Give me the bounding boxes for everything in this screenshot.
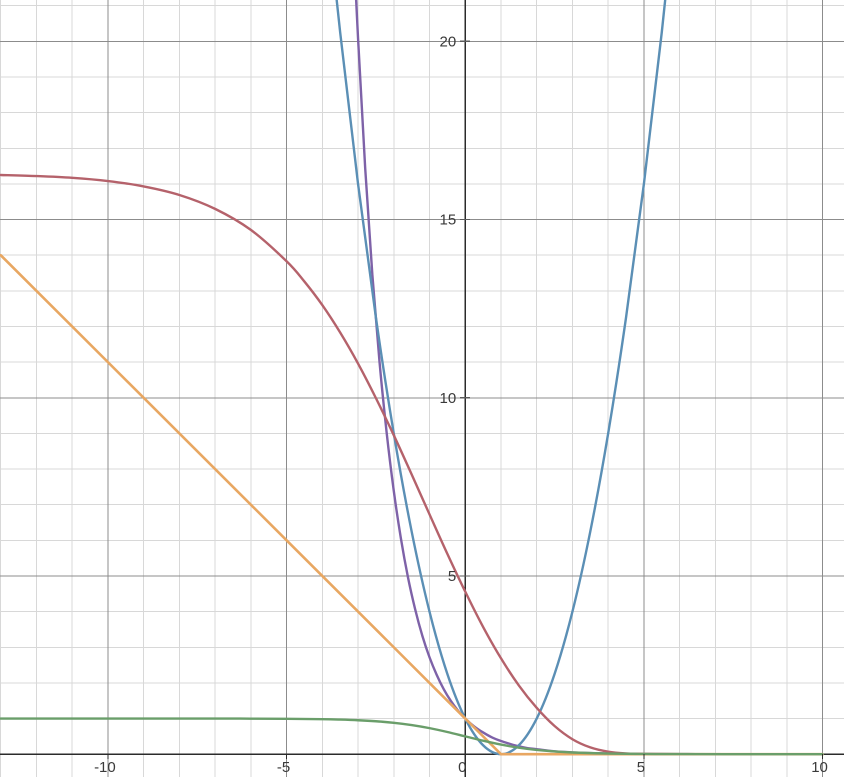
x-tick-label: 0 [458, 759, 466, 776]
y-tick-label: 10 [440, 390, 457, 407]
series-line-logistic-loss [0, 173, 824, 756]
axis-tick-marks [107, 40, 824, 760]
axis-tick-labels: -10 -5 0 5 10 5 10 15 20 [94, 33, 828, 776]
series-line-squared-loss [335, 0, 667, 756]
y-tick-label: 20 [440, 33, 457, 50]
x-tick-label: -10 [94, 759, 116, 776]
series-line-sigmoid-loss [0, 717, 824, 756]
series-line-hinge-loss [0, 253, 824, 756]
x-tick-label: 10 [811, 759, 828, 776]
y-tick-label: 15 [440, 212, 457, 229]
y-tick-label: 5 [448, 568, 456, 585]
x-tick-label: 5 [637, 759, 645, 776]
data-series-group [0, 0, 824, 756]
x-tick-label: -5 [277, 759, 290, 776]
